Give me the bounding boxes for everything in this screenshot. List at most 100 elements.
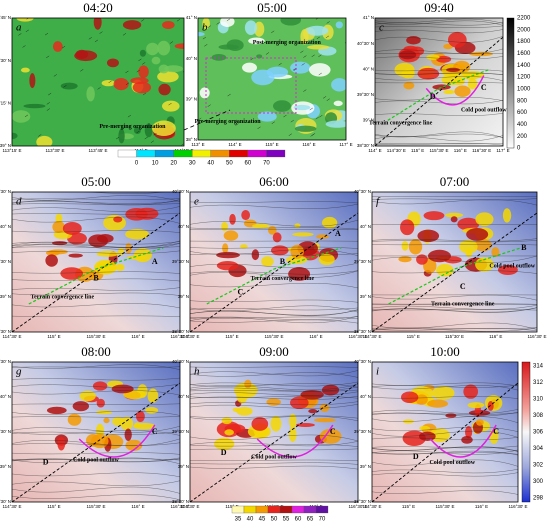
streamline bbox=[12, 410, 180, 416]
echo-blob bbox=[20, 67, 30, 73]
colorbar-label: 0 bbox=[517, 146, 521, 152]
streamline bbox=[12, 452, 180, 455]
echo-blob bbox=[118, 128, 125, 144]
echo-blob bbox=[294, 125, 317, 132]
echo-blob bbox=[445, 212, 464, 218]
echo-blob bbox=[408, 239, 423, 255]
lat-label: 38°30' N bbox=[172, 499, 189, 504]
lat-label: 40°30' N bbox=[0, 189, 11, 194]
map-background bbox=[375, 18, 503, 146]
colorbar-label: 1200 bbox=[517, 75, 531, 81]
echo-blob bbox=[403, 81, 415, 90]
streamline bbox=[372, 430, 518, 438]
colorbar-label: 20 bbox=[170, 161, 177, 167]
lon-label: 113°30' E bbox=[45, 148, 64, 153]
streamline bbox=[12, 198, 180, 200]
map-panel: 04:20 a Pre-merging organization 39°45' N 39… bbox=[0, 0, 194, 153]
echo-blob bbox=[415, 394, 428, 405]
streamline bbox=[375, 97, 503, 102]
echo-blob bbox=[111, 384, 134, 394]
colorbar-label: 0 bbox=[135, 161, 139, 167]
wind-arrow bbox=[153, 133, 157, 136]
echo-blob bbox=[221, 221, 228, 232]
streamline bbox=[190, 249, 358, 257]
streamline bbox=[12, 203, 180, 205]
dashed-line bbox=[190, 382, 358, 502]
lat-label: 39°30' N bbox=[357, 92, 374, 97]
wind-arrow bbox=[301, 63, 305, 66]
annotation: C bbox=[493, 427, 499, 436]
echo-blob bbox=[467, 78, 478, 90]
echo-blob bbox=[113, 77, 129, 91]
streamline bbox=[190, 370, 358, 377]
lat-label: 39°30' N bbox=[354, 259, 371, 264]
colorbar-label: 1400 bbox=[517, 63, 531, 69]
annotation: A bbox=[335, 229, 341, 238]
lon-label: 115°30' E bbox=[435, 504, 454, 509]
panel-letter: h bbox=[194, 366, 200, 378]
panel-title: 09:00 bbox=[259, 344, 289, 359]
wind-arrow bbox=[181, 143, 184, 146]
streamline bbox=[190, 299, 358, 303]
echo-blob bbox=[88, 234, 109, 248]
lon-label: 115°30' E bbox=[86, 334, 105, 339]
echo-blob bbox=[162, 20, 175, 30]
lat-label: 40°30' N bbox=[172, 189, 189, 194]
streamline bbox=[12, 230, 180, 233]
wind-arrow bbox=[182, 71, 184, 73]
lat-label: 39° N bbox=[363, 118, 374, 123]
lat-label: 41° N bbox=[363, 15, 374, 20]
colorbar-cell bbox=[266, 149, 286, 158]
echo-blob bbox=[423, 211, 445, 221]
wind-arrow bbox=[136, 69, 140, 73]
streamline bbox=[12, 242, 180, 248]
streamline bbox=[12, 416, 180, 418]
lon-label: 114°30' E bbox=[387, 148, 406, 153]
echo-blob bbox=[399, 50, 417, 60]
lon-label: 113° E bbox=[191, 142, 204, 147]
echo-blob bbox=[454, 85, 471, 97]
wind-arrow bbox=[61, 46, 66, 49]
wind-arrow bbox=[311, 54, 315, 57]
colorbar-cell bbox=[210, 149, 230, 158]
panel-letter: c bbox=[379, 22, 384, 34]
streamline bbox=[372, 396, 518, 399]
echo-blob bbox=[321, 384, 340, 396]
annotation: B bbox=[521, 243, 527, 252]
annotation: Cold pool outflow bbox=[461, 108, 507, 114]
streamline bbox=[190, 434, 358, 442]
streamline bbox=[12, 216, 180, 224]
map-panel: 10:00 i C D Cold pool outflow 40°30' N 40° N 39… bbox=[354, 344, 528, 509]
wind-arrow bbox=[271, 30, 275, 34]
wind-arrow bbox=[25, 29, 29, 33]
echo-blob bbox=[293, 104, 311, 111]
streamline bbox=[372, 385, 518, 391]
streamline bbox=[12, 458, 180, 461]
echo-blob bbox=[475, 212, 494, 227]
lon-label: 116° E bbox=[454, 148, 467, 153]
echo-blob bbox=[232, 407, 240, 412]
streamline bbox=[375, 18, 503, 24]
colorbar-label: 310 bbox=[533, 397, 544, 403]
colorbar-label: 40 bbox=[207, 161, 214, 167]
streamline bbox=[375, 29, 503, 34]
wind-arrow bbox=[250, 57, 254, 61]
echo-blob bbox=[96, 398, 105, 408]
colorbar-label: 45 bbox=[259, 517, 266, 523]
echo-blob bbox=[419, 431, 436, 441]
colorbar-label: 50 bbox=[271, 517, 278, 523]
echo-blob bbox=[46, 406, 67, 415]
streamline bbox=[12, 480, 180, 487]
echo-blob bbox=[325, 120, 346, 128]
echo-blob bbox=[198, 31, 205, 37]
echo-blob bbox=[445, 413, 457, 418]
lat-label: 39° N bbox=[178, 464, 189, 469]
colorbar-label: 304 bbox=[533, 446, 544, 452]
streamline bbox=[12, 383, 180, 389]
colorbar-label: 60 bbox=[295, 517, 302, 523]
panel-letter: i bbox=[376, 366, 379, 378]
wind-arrow bbox=[303, 89, 307, 92]
echo-blob bbox=[318, 253, 335, 266]
streamline bbox=[12, 494, 180, 501]
